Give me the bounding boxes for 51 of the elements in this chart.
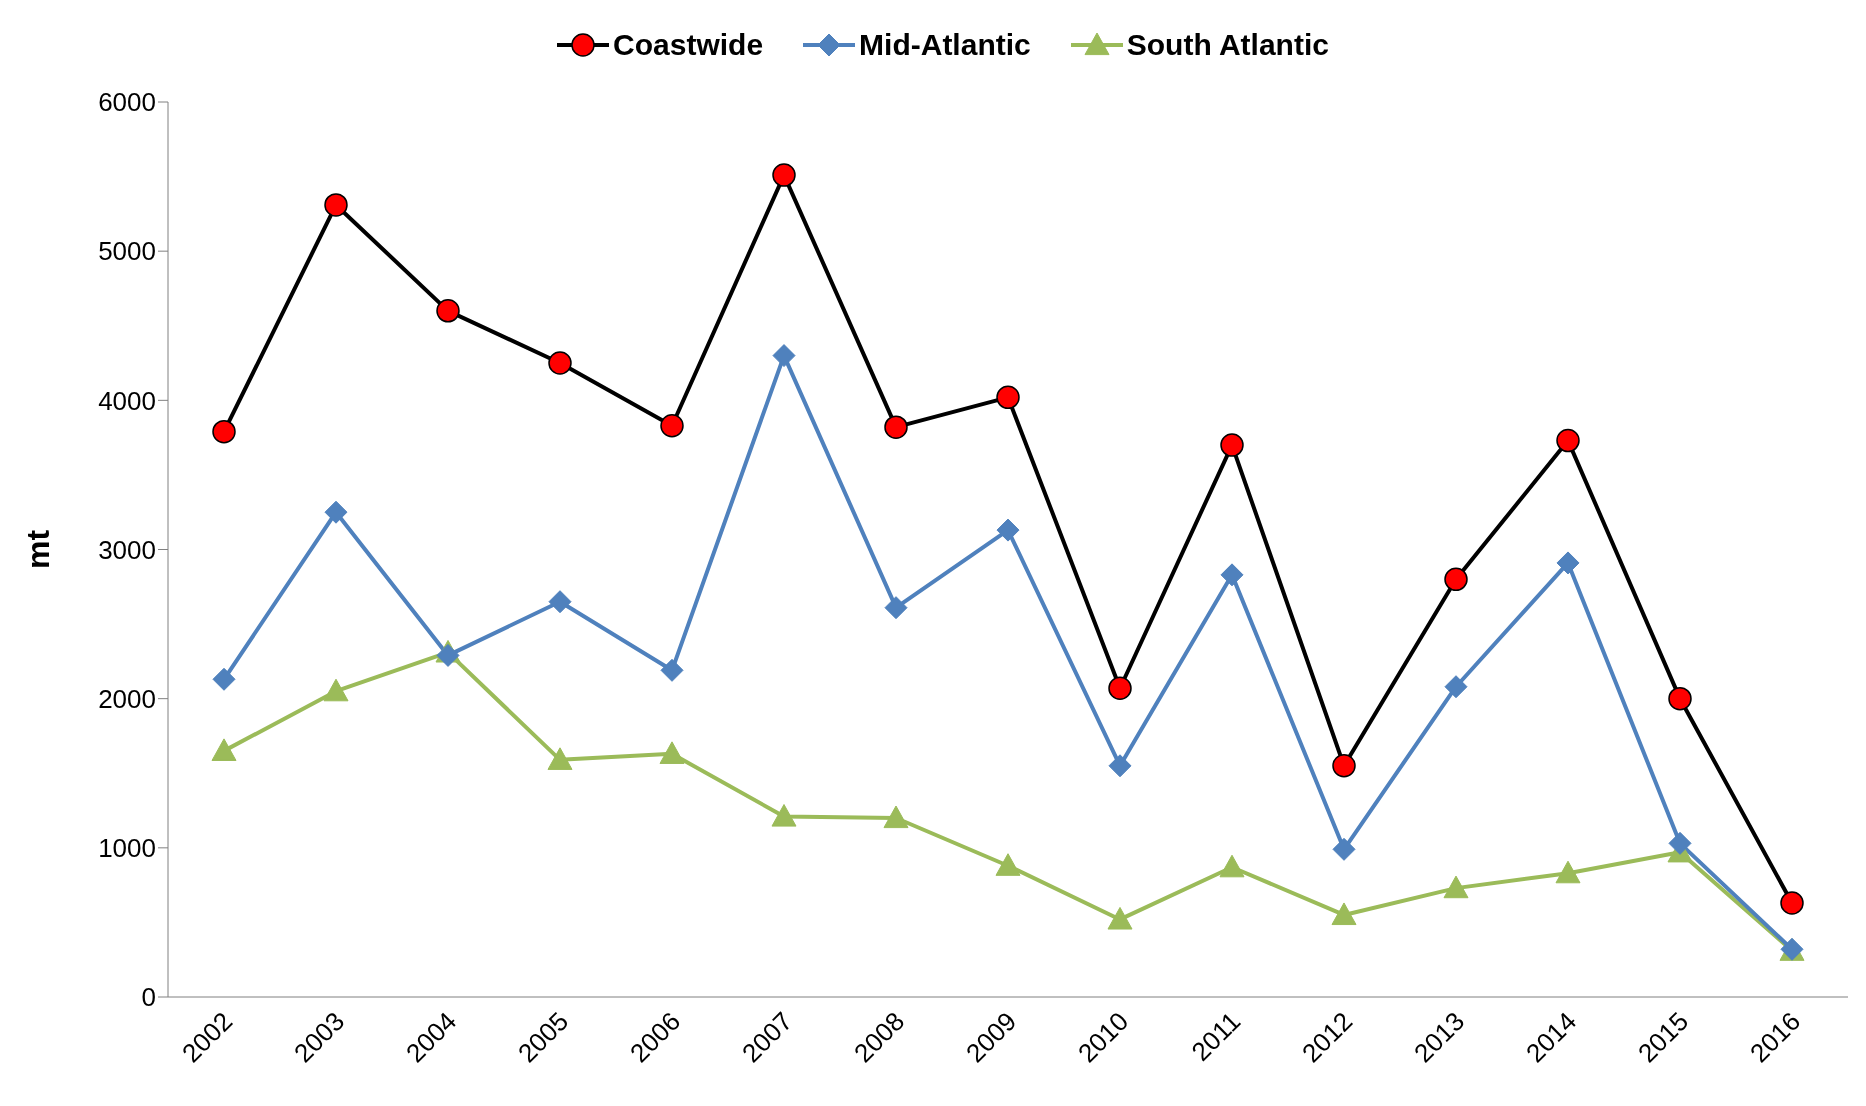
point <box>884 415 908 439</box>
y-tick-label: 4000 <box>98 385 156 416</box>
point <box>1108 754 1132 778</box>
point <box>1444 567 1468 592</box>
point <box>1668 831 1692 855</box>
point <box>1332 837 1356 861</box>
point <box>211 738 237 761</box>
point <box>884 596 908 620</box>
point <box>1220 563 1244 587</box>
legend-label: Mid-Atlantic <box>859 28 1031 62</box>
point <box>1107 906 1133 930</box>
point <box>1555 860 1581 884</box>
y-tick-label: 2000 <box>98 683 156 714</box>
point <box>883 805 909 829</box>
point <box>548 590 572 614</box>
point <box>996 385 1020 410</box>
point <box>1331 902 1357 926</box>
point <box>996 518 1020 542</box>
point <box>547 747 573 770</box>
point <box>1556 428 1580 453</box>
point <box>1219 854 1245 878</box>
point <box>1444 675 1468 699</box>
point <box>660 413 684 438</box>
legend-label: South Atlantic <box>1126 28 1329 62</box>
point <box>323 678 349 702</box>
y-tick-label: 1000 <box>98 833 156 864</box>
point <box>1108 676 1132 700</box>
point <box>1443 875 1469 899</box>
point <box>772 163 796 187</box>
y-tick-label: 5000 <box>98 236 156 267</box>
point <box>1220 433 1244 457</box>
point <box>660 658 684 682</box>
y-tick-label: 0 <box>141 982 156 1013</box>
point <box>771 804 797 827</box>
point <box>995 853 1021 876</box>
point <box>548 351 572 375</box>
point <box>212 667 236 691</box>
point <box>324 193 348 217</box>
point <box>772 344 796 368</box>
legend-label: Coastwide <box>613 28 764 62</box>
y-tick-label: 6000 <box>98 87 156 118</box>
point <box>1668 686 1692 711</box>
point <box>1332 754 1356 778</box>
y-tick-label: 3000 <box>98 534 156 565</box>
point <box>1780 891 1804 915</box>
point <box>212 419 236 444</box>
y-axis-title: mt <box>20 529 57 570</box>
point <box>324 500 348 524</box>
point <box>1556 551 1580 575</box>
point <box>436 299 460 323</box>
point <box>659 741 685 764</box>
